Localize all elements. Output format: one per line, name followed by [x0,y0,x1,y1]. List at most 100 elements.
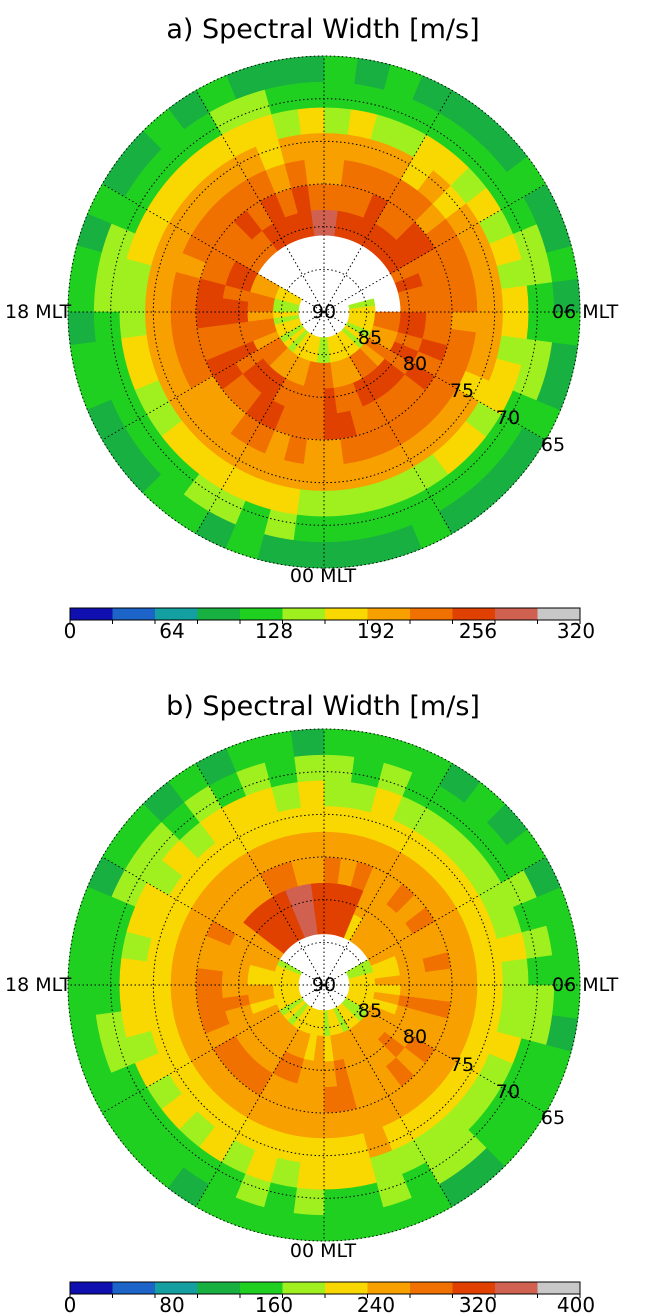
panel-a-colorbar [69,607,581,624]
heatmap-bin [323,1136,348,1165]
mlt-spoke [323,311,546,441]
heatmap-bin [323,1162,352,1191]
panel-a-mlt-bottom: 00 MLT [290,565,357,587]
heatmap-bin [348,298,376,309]
panel-a-lat-75: 75 [450,380,474,402]
heatmap-bin [170,291,198,313]
panel-b-title: b) Spectral Width [m/s] [166,691,480,722]
panel-b-lat-85: 85 [358,1000,382,1022]
panel-b-cbar-tick-4: 320 [459,1293,497,1316]
panel-a-cbar-tick-0: 0 [64,619,77,643]
colorbar-swatch [155,608,198,620]
heatmap-bin [296,106,325,135]
panel-b: b) Spectral Width [m/s] 18 MLT 06 MLT 00… [5,691,619,1316]
heatmap-bin [118,311,147,340]
heatmap-bin [300,132,325,161]
heatmap-bin [67,311,96,346]
heatmap-bin [93,311,122,343]
colorbar-swatch [70,1282,113,1294]
panel-a-cbar-tick-3: 192 [357,619,395,643]
latitude-circle [152,140,496,484]
heatmap-bin [300,1136,325,1165]
heatmap-bin [323,81,355,110]
panel-b-cbar-tick-5: 400 [557,1293,595,1316]
mlt-spoke [195,984,325,1207]
panel-b-colorbar-ticks: 0 80 160 240 320 400 [64,1293,595,1316]
heatmap-bin [323,489,352,518]
heatmap-bin [475,961,504,986]
heatmap-bin [144,984,173,1009]
heatmap-bin [323,831,345,859]
panel-b-cbar-tick-0: 0 [64,1293,77,1316]
panel-a-lat-65: 65 [541,434,565,456]
mlt-spoke [323,856,546,986]
latitude-circle [67,728,581,1242]
colorbar-swatch [495,608,538,620]
heatmap-bin [501,311,530,340]
panel-a-mlt-left: 18 MLT [5,301,72,323]
mlt-spoke [323,183,546,313]
panel-b-mlt-right: 06 MLT [552,974,619,996]
heatmap-bin [300,805,325,834]
heatmap-bin [290,728,325,757]
heatmap-bin [450,311,478,333]
heatmap-bin [323,728,358,757]
panel-b-lat-75: 75 [450,1054,474,1076]
heatmap-bin [170,964,198,986]
heatmap-bin [93,984,122,1016]
colorbar-swatch [112,608,156,620]
panel-a-grid [67,55,581,569]
colorbar-swatch [197,608,241,620]
panel-a-lat-80: 80 [403,353,427,375]
heatmap-bin [323,779,352,808]
panel-a-polar-plot [67,55,581,569]
heatmap-bin [475,288,504,313]
heatmap-bin [475,311,504,336]
heatmap-bin [323,805,348,834]
heatmap-bin [290,1213,325,1242]
colorbar-swatch [537,1282,581,1294]
heatmap-bin [296,489,325,518]
heatmap-bin [323,463,348,492]
panel-a-colorbar-ticks: 0 64 128 192 256 320 [64,619,595,643]
colorbar-swatch [155,1282,198,1294]
colorbar-swatch [495,1282,538,1294]
heatmap-bin [67,951,96,986]
colorbar-swatch [537,608,581,620]
heatmap-bin [296,1162,325,1191]
heatmap-bin [93,281,122,313]
heatmap-bin [67,984,96,1019]
colorbar-swatch [410,608,453,620]
heatmap-bin [293,514,325,543]
colorbar-swatch [367,1282,411,1294]
heatmap-bin [450,984,478,1006]
heatmap-bin [293,754,325,783]
heatmap-bin [293,81,325,110]
heatmap-bin [323,106,352,135]
panel-a-labels: 18 MLT 06 MLT 00 MLT 90 85 80 75 70 65 [5,301,619,587]
panel-b-cbar-tick-3: 240 [357,1293,395,1316]
panel-a-lat-85: 85 [358,327,382,349]
mlt-spoke [102,183,325,313]
heatmap-bin [323,132,348,161]
mlt-spoke [195,311,325,534]
panel-b-center-label: 90 [312,974,336,996]
panel-b-mlt-left: 18 MLT [5,974,72,996]
panel-a-cbar-tick-4: 256 [459,619,497,643]
heatmap-bin [475,984,504,1009]
panel-b-polar-plot [67,728,581,1242]
heatmap-bin [290,55,325,84]
latitude-circle [280,941,368,1029]
heatmap-bin [118,284,147,313]
panel-a-mlt-right: 06 MLT [552,301,619,323]
panel-a-center-label: 90 [312,301,336,323]
heatmap-bin [526,984,555,1016]
panel-a-cbar-tick-2: 128 [255,619,293,643]
heatmap-bin [303,1111,325,1139]
colorbar-swatch [282,1282,326,1294]
colorbar-swatch [70,608,113,620]
heatmap-bin [296,779,325,808]
colorbar-swatch [197,1282,241,1294]
mlt-spoke [323,90,453,313]
